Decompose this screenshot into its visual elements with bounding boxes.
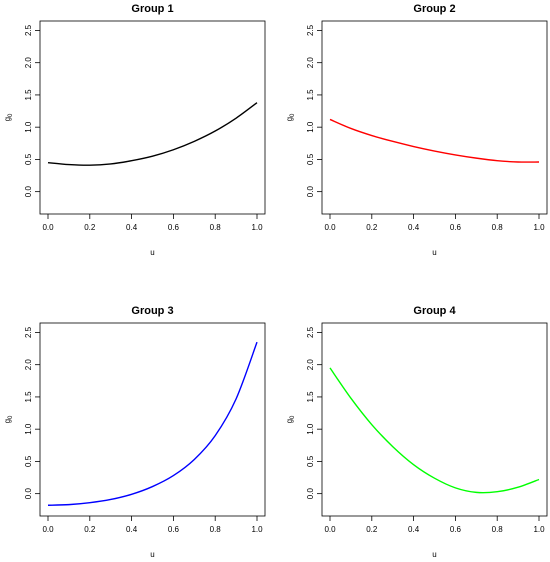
- y-tick-label: 0.5: [306, 153, 315, 165]
- x-tick-label: 0.2: [366, 525, 378, 534]
- x-axis-label: u: [432, 550, 436, 559]
- y-tick-label: 2.5: [24, 24, 33, 36]
- x-tick-label: 0.8: [492, 223, 504, 232]
- y-tick-label: 2.0: [24, 359, 33, 371]
- y-tick-label: 0.5: [24, 153, 33, 165]
- y-tick-label: 1.5: [306, 89, 315, 101]
- panel-4: Group 4 0.0 0.2 0.4 0.6 0.8 1.0 0.0 0.5 1.0 1.5 2.0…: [285, 305, 548, 559]
- x-tick-label: 0.4: [408, 223, 420, 232]
- panel-title: Group 1: [131, 3, 173, 15]
- y-tick-label: 0.0: [24, 186, 33, 198]
- x-tick-label: 0.6: [168, 223, 180, 232]
- y-tick-label: 1.0: [306, 423, 315, 435]
- y-axis-label: g0: [3, 415, 14, 423]
- y-tick-label: 2.5: [306, 326, 315, 338]
- panel-2: Group 2 0.0 0.2 0.4 0.6 0.8 1.0 0.0 0.5 1.0 1.5 2.0…: [285, 3, 548, 257]
- panel-title: Group 3: [131, 305, 173, 317]
- x-tick-label: 0.8: [210, 525, 222, 534]
- x-tick-label: 1.0: [251, 525, 263, 534]
- y-tick-label: 0.5: [306, 455, 315, 467]
- x-tick-label: 1.0: [533, 223, 545, 232]
- x-tick-label: 0.4: [408, 525, 420, 534]
- y-tick-label: 0.5: [24, 455, 33, 467]
- y-tick-label: 0.0: [306, 186, 315, 198]
- plot-frame: [39, 20, 266, 215]
- y-tick-label: 1.5: [24, 89, 33, 101]
- y-tick-label: 2.5: [24, 326, 33, 338]
- y-tick-label: 1.5: [306, 391, 315, 403]
- series-line: [47, 102, 258, 166]
- y-tick-label: 2.0: [306, 57, 315, 69]
- x-tick-label: 1.0: [533, 525, 545, 534]
- plot-frame: [321, 20, 548, 215]
- x-axis-label: u: [150, 248, 154, 257]
- y-axis-label: g0: [285, 113, 296, 121]
- plot-frame: [39, 322, 266, 517]
- y-tick-label: 2.0: [306, 359, 315, 371]
- panel-1: Group 1 0.0 0.2 0.4 0.6 0.8 1.0 0.0 0.5 1.0 1.5 2.0…: [3, 3, 266, 257]
- series-line: [329, 118, 540, 163]
- x-tick-label: 0.6: [450, 525, 462, 534]
- y-axis-label: g0: [3, 113, 14, 121]
- x-tick-label: 0.6: [168, 525, 180, 534]
- y-tick-label: 1.0: [24, 423, 33, 435]
- y-tick-label: 0.0: [24, 488, 33, 500]
- x-tick-label: 0.0: [324, 525, 336, 534]
- x-tick-label: 0.0: [42, 223, 54, 232]
- y-tick-label: 1.0: [24, 121, 33, 133]
- series-line: [329, 367, 540, 494]
- x-tick-label: 0.8: [492, 525, 504, 534]
- x-tick-label: 1.0: [251, 223, 263, 232]
- x-axis-label: u: [432, 248, 436, 257]
- x-tick-label: 0.0: [42, 525, 54, 534]
- panel-3: Group 3 0.0 0.2 0.4 0.6 0.8 1.0 0.0 0.5 1.0 1.5 2.0…: [3, 305, 266, 559]
- x-tick-label: 0.2: [366, 223, 378, 232]
- x-tick-label: 0.8: [210, 223, 222, 232]
- x-tick-label: 0.4: [126, 223, 138, 232]
- y-tick-label: 2.5: [306, 24, 315, 36]
- panel-title: Group 2: [413, 3, 455, 15]
- y-axis-label: g0: [285, 415, 296, 423]
- x-tick-label: 0.2: [84, 525, 96, 534]
- x-tick-label: 0.6: [450, 223, 462, 232]
- plot-frame: [321, 322, 548, 517]
- panel-title: Group 4: [413, 305, 456, 317]
- series-line: [47, 341, 258, 506]
- y-tick-label: 1.5: [24, 391, 33, 403]
- y-tick-label: 0.0: [306, 488, 315, 500]
- x-tick-label: 0.4: [126, 525, 138, 534]
- y-tick-label: 1.0: [306, 121, 315, 133]
- x-tick-label: 0.0: [324, 223, 336, 232]
- y-tick-label: 2.0: [24, 57, 33, 69]
- x-axis-label: u: [150, 550, 154, 559]
- x-tick-label: 0.2: [84, 223, 96, 232]
